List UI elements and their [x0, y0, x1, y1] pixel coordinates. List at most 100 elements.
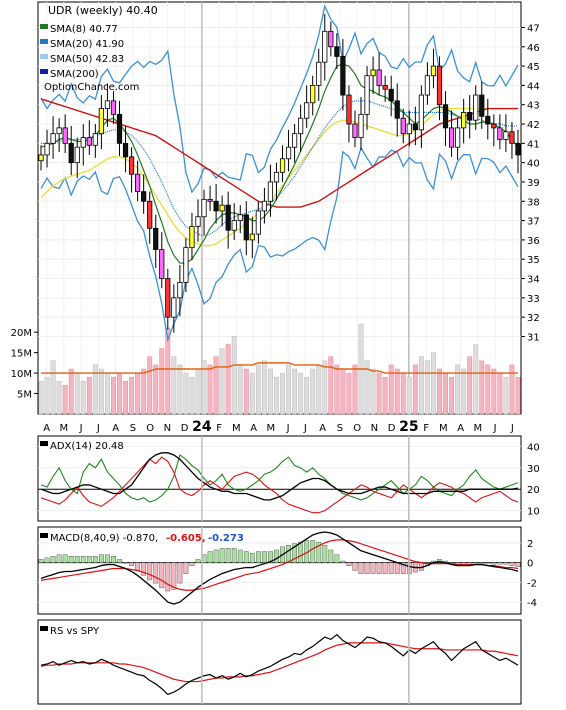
candle-body [189, 225, 195, 249]
price-tick-label: 46 [527, 43, 540, 54]
volume-bar [153, 364, 159, 415]
volume-bar [479, 360, 485, 415]
rs-swatch [40, 626, 48, 631]
volume-bar [376, 372, 382, 415]
macd-histogram-bar [268, 551, 273, 563]
price-tick-label: 37 [527, 217, 540, 228]
macd-histogram-bar [352, 562, 358, 571]
candle-body [62, 127, 68, 144]
rs-average-line [40, 642, 519, 683]
macd-histogram-bar [316, 541, 322, 563]
macd-swatch [40, 533, 48, 538]
volume-bar [418, 356, 424, 415]
candle-body [412, 123, 418, 131]
macd-histogram-bar [123, 562, 128, 564]
macd-histogram-bar [38, 559, 44, 563]
volume-bar [92, 364, 98, 415]
candle-body [116, 113, 123, 144]
macd-histogram-bar [334, 554, 340, 563]
volume-bar [491, 368, 497, 415]
volume-bar [400, 372, 406, 415]
candle-body [418, 94, 424, 131]
legend-swatch [40, 69, 48, 74]
macd-histogram-bar [74, 556, 80, 563]
sma50-line [40, 107, 518, 247]
candle-body [376, 69, 382, 86]
macd-histogram-bar [231, 548, 237, 563]
legend-swatch [40, 24, 48, 29]
candle-body [352, 123, 358, 138]
volume-bar [104, 372, 110, 415]
volume-bar [159, 348, 165, 415]
month-label: J [286, 423, 290, 434]
candle-body [515, 142, 521, 156]
candle-body [237, 214, 243, 221]
volume-bar [86, 376, 92, 415]
month-label: M [267, 423, 276, 434]
candle-body [128, 156, 135, 175]
candle-body [195, 216, 201, 227]
macd-histogram-bar [467, 562, 473, 565]
candle-body [201, 198, 207, 218]
macd-histogram-bar [328, 549, 334, 563]
month-label: N [164, 423, 171, 434]
candle-body [424, 75, 431, 96]
volume-bar [449, 376, 455, 415]
price-tick-label: 41 [527, 139, 540, 150]
macd-histogram-bar [382, 562, 388, 574]
candle-body [219, 204, 225, 212]
volume-bar [111, 376, 116, 415]
adx-tick-label: 40 [527, 442, 540, 453]
macd-histogram-bar [461, 562, 467, 565]
month-label: O [146, 423, 154, 434]
month-label: J [493, 423, 497, 434]
candle-body [388, 88, 394, 102]
candle-body [334, 46, 340, 57]
macd-histogram-bar [346, 562, 352, 566]
month-label: J [303, 423, 307, 434]
volume-bar [298, 372, 304, 415]
volume-bar [117, 372, 122, 415]
upper-band-line [40, 4, 519, 194]
macd-histogram-bar [177, 562, 183, 584]
price-tick-label: 34 [527, 275, 540, 286]
volume-bar [44, 376, 50, 415]
macd-signal-line [40, 539, 519, 591]
volume-bar [38, 381, 44, 415]
candle-body [261, 200, 268, 212]
volume-bar [129, 376, 135, 415]
plus-di-line [40, 454, 519, 503]
macd-tick-label: -2 [527, 578, 537, 589]
volume-bar [485, 364, 491, 415]
legend-label: SMA(20) 41.90 [50, 39, 124, 50]
macd-histogram-bar [515, 562, 521, 567]
volume-bar [189, 376, 195, 415]
candle-body [213, 200, 219, 212]
candle-body [455, 127, 461, 148]
candle-body [461, 112, 467, 129]
volume-bar [292, 368, 298, 415]
macd-histogram-bar [68, 556, 74, 563]
volume-bar [123, 381, 128, 415]
candle-body [38, 154, 44, 162]
macd-histogram-bar [44, 557, 50, 563]
price-tick-label: 43 [527, 101, 540, 112]
price-tick-label: 38 [527, 197, 540, 208]
rs-panel-frame [37, 619, 522, 705]
price-tick-label: 47 [527, 23, 540, 34]
macd-histogram-bar [370, 562, 376, 574]
candle-body [273, 171, 280, 183]
candle-body [92, 133, 98, 146]
month-label: A [43, 423, 50, 434]
candle-body [231, 220, 237, 231]
candle-body [177, 281, 183, 299]
candle-body [285, 146, 292, 160]
macd-histogram-bar [135, 562, 141, 571]
price-tick-label: 39 [527, 178, 540, 189]
candle-body [358, 113, 364, 138]
candle-body [249, 233, 255, 241]
candle-body [98, 108, 104, 135]
volume-bar [80, 381, 86, 415]
candle-body [479, 94, 485, 117]
macd-histogram-bar [62, 554, 68, 563]
